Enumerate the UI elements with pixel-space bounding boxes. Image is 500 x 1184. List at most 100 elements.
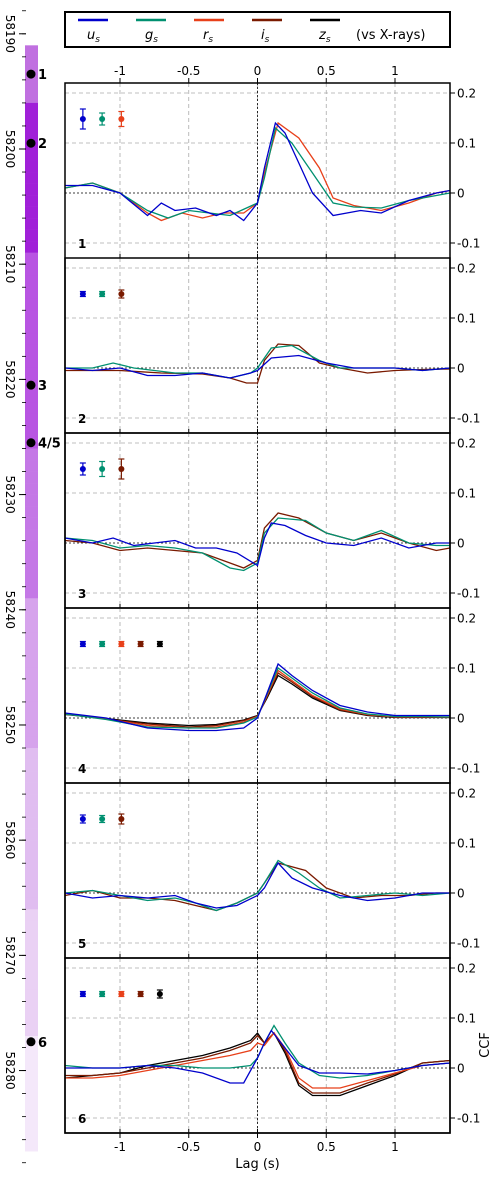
error-point-i bbox=[118, 816, 125, 822]
timeline-segment bbox=[25, 632, 38, 645]
timeline-segment bbox=[25, 920, 38, 933]
timeline-segment bbox=[25, 817, 38, 829]
timeline-segment bbox=[25, 206, 38, 219]
y-axis-label: CCF bbox=[478, 1032, 493, 1058]
timeline-segment bbox=[25, 79, 38, 92]
series-line-u bbox=[64, 522, 450, 567]
timeline-segment bbox=[25, 701, 38, 714]
timeline-marker-label: 1 bbox=[38, 68, 47, 83]
timeline-segment bbox=[25, 667, 38, 680]
timeline-segment bbox=[25, 1070, 38, 1083]
bottom-x-tick-label: -0.5 bbox=[177, 1140, 200, 1154]
timeline-segment bbox=[25, 563, 38, 576]
timeline-segment bbox=[25, 460, 38, 472]
timeline-segment bbox=[25, 724, 38, 737]
error-point-z bbox=[156, 991, 163, 997]
timeline-marker-label: 3 bbox=[38, 379, 47, 394]
timeline-segment bbox=[25, 390, 38, 403]
legend-label-g: gs bbox=[145, 28, 158, 45]
error-point-r bbox=[118, 641, 125, 647]
timeline-segment bbox=[25, 218, 38, 230]
error-point-g bbox=[99, 641, 106, 647]
series-line-u bbox=[65, 121, 451, 222]
timeline-segment bbox=[25, 955, 38, 968]
timeline-segment bbox=[25, 840, 38, 852]
timeline-segment bbox=[25, 56, 38, 69]
timeline-segment bbox=[25, 344, 38, 357]
timeline-segment bbox=[25, 298, 38, 311]
timeline-segment bbox=[25, 506, 38, 518]
timeline-segment bbox=[25, 1105, 38, 1117]
error-point-g bbox=[99, 991, 106, 997]
timeline-segment bbox=[25, 33, 38, 46]
legend-note: (vs X-rays) bbox=[356, 28, 425, 43]
timeline-segment bbox=[25, 1001, 38, 1014]
series-line-i bbox=[64, 512, 451, 569]
timeline-segment bbox=[25, 264, 38, 277]
timeline-tick-label: 58220 bbox=[3, 360, 17, 398]
timeline-segment bbox=[25, 978, 38, 991]
timeline-segment bbox=[25, 367, 38, 380]
y-tick-label: 0 bbox=[457, 1062, 465, 1076]
timeline-segment bbox=[25, 310, 38, 323]
timeline-segment bbox=[25, 1024, 38, 1037]
panel-2: -0.1 0 0.1 0.2 2 bbox=[64, 257, 480, 434]
timeline-segment bbox=[25, 782, 38, 795]
timeline-segment bbox=[25, 172, 38, 184]
series-line-u bbox=[64, 662, 450, 732]
timeline-tick-label: 58200 bbox=[3, 130, 17, 168]
y-tick-label: -0.1 bbox=[457, 412, 480, 426]
error-point-r bbox=[118, 991, 125, 997]
y-tick-label: -0.1 bbox=[457, 937, 480, 951]
error-point-i bbox=[137, 991, 144, 997]
timeline-segment bbox=[25, 91, 38, 104]
x-axis-label: Lag (s) bbox=[235, 1157, 280, 1172]
timeline-segment bbox=[25, 1093, 38, 1106]
timeline-segment bbox=[25, 1059, 38, 1071]
panel-6: -0.1 0 0.1 0.2 6 bbox=[64, 957, 480, 1134]
timeline-segment bbox=[25, 425, 38, 438]
error-point-u bbox=[79, 991, 86, 997]
timeline-segment bbox=[25, 471, 38, 484]
timeline-segment bbox=[25, 863, 38, 876]
timeline-segment bbox=[25, 494, 38, 507]
timeline-tick-label: 58270 bbox=[3, 936, 17, 974]
timeline-marker-dot bbox=[26, 138, 36, 148]
legend-label-u: us bbox=[87, 28, 100, 45]
panel-number: 3 bbox=[78, 587, 86, 601]
timeline-tick-label: 58250 bbox=[3, 706, 17, 744]
timeline-segment bbox=[25, 529, 38, 541]
timeline-segment bbox=[25, 932, 38, 945]
timeline-segment bbox=[25, 644, 38, 657]
panel-5: -0.1 0 0.1 0.2 5 bbox=[64, 782, 480, 959]
error-point-u bbox=[79, 291, 86, 297]
timeline-tick-label: 58260 bbox=[3, 821, 17, 859]
timeline-segment bbox=[25, 759, 38, 772]
error-point-g bbox=[99, 466, 106, 472]
series-line-i bbox=[65, 343, 451, 384]
top-x-tick-label: 1 bbox=[391, 64, 399, 78]
timeline-segment bbox=[25, 989, 38, 1002]
timeline-segment bbox=[25, 1128, 38, 1140]
y-tick-label: 0 bbox=[457, 712, 465, 726]
error-point-i bbox=[137, 641, 144, 647]
timeline-segment bbox=[25, 195, 38, 207]
timeline-segment bbox=[25, 287, 38, 300]
bottom-x-tick-label: 0.5 bbox=[317, 1140, 336, 1154]
error-point-u bbox=[79, 466, 86, 472]
timeline-segment bbox=[25, 851, 38, 864]
bottom-x-axis: -1 -0.5 0 0.5 1 bbox=[114, 1133, 399, 1154]
timeline-segment bbox=[25, 22, 38, 35]
timeline-segment bbox=[25, 1012, 38, 1025]
timeline-segment bbox=[25, 125, 38, 138]
timeline-segment bbox=[25, 771, 38, 783]
y-tick-label: 0.1 bbox=[457, 837, 476, 851]
ccf-panels: -0.100.10.21-0.100.10.22-0.100.10.23-0.1… bbox=[64, 82, 480, 1134]
timeline-segment bbox=[25, 966, 38, 979]
timeline-segment bbox=[25, 828, 38, 841]
timeline-segment bbox=[25, 690, 38, 703]
y-tick-label: 0.2 bbox=[457, 962, 476, 976]
y-tick-label: 0.2 bbox=[457, 262, 476, 276]
timeline-segment bbox=[25, 402, 38, 415]
timeline-segment bbox=[25, 540, 38, 553]
